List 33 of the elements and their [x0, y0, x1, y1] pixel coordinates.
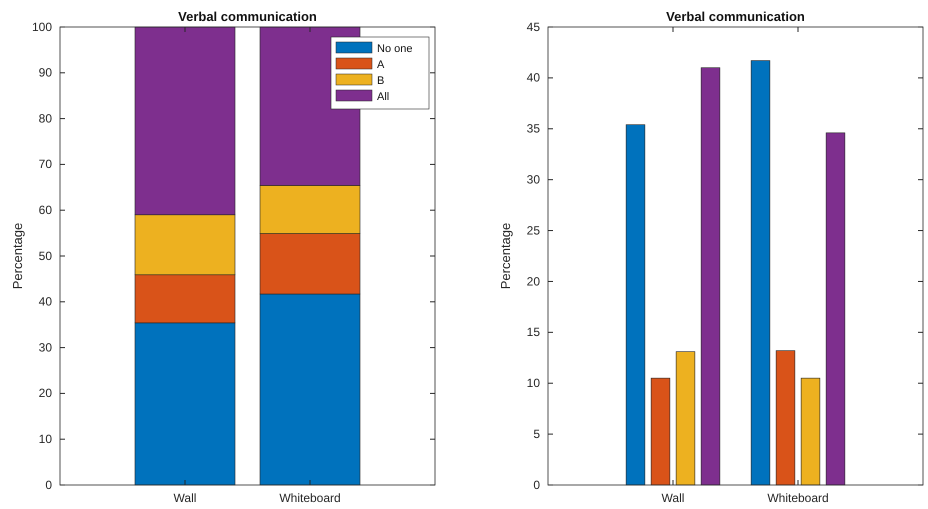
x-tick-label: Whiteboard [767, 491, 829, 505]
y-tick-label: 0 [533, 478, 540, 492]
y-tick-label: 20 [38, 386, 52, 400]
y-tick-label: 5 [533, 426, 540, 441]
y-tick-label: 100 [32, 20, 52, 34]
y-tick-label: 10 [38, 432, 52, 446]
y-tick-label: 15 [526, 325, 540, 340]
x-tick-label: Whiteboard [279, 491, 341, 505]
x-tick-label: Wall [662, 491, 684, 505]
y-tick-label: 35 [526, 122, 540, 136]
chart-title: Verbal communication [178, 9, 317, 24]
y-tick-label: 30 [526, 172, 540, 187]
legend-label: All [377, 91, 390, 103]
y-tick-label: 80 [38, 111, 52, 126]
legend-label: No one [377, 43, 412, 55]
y-tick-label: 45 [526, 20, 540, 34]
y-tick-label: 0 [45, 478, 52, 492]
y-tick-label: 70 [38, 157, 52, 172]
y-tick-label: 60 [38, 203, 52, 218]
y-tick-label: 50 [38, 248, 52, 263]
y-tick-label: 40 [526, 70, 540, 85]
y-tick-label: 10 [526, 376, 540, 390]
legend-label: A [377, 59, 385, 71]
y-tick-label: 25 [526, 223, 540, 238]
y-tick-label: 30 [38, 340, 52, 354]
y-axis-title: Percentage [10, 222, 25, 290]
y-tick-label: 90 [38, 66, 52, 80]
chart-title: Verbal communication [666, 9, 805, 24]
y-axis-title: Percentage [498, 222, 513, 290]
legend-label: B [377, 75, 384, 87]
y-tick-label: 20 [526, 274, 540, 288]
x-tick-label: Wall [174, 491, 196, 505]
y-tick-label: 40 [38, 294, 52, 309]
